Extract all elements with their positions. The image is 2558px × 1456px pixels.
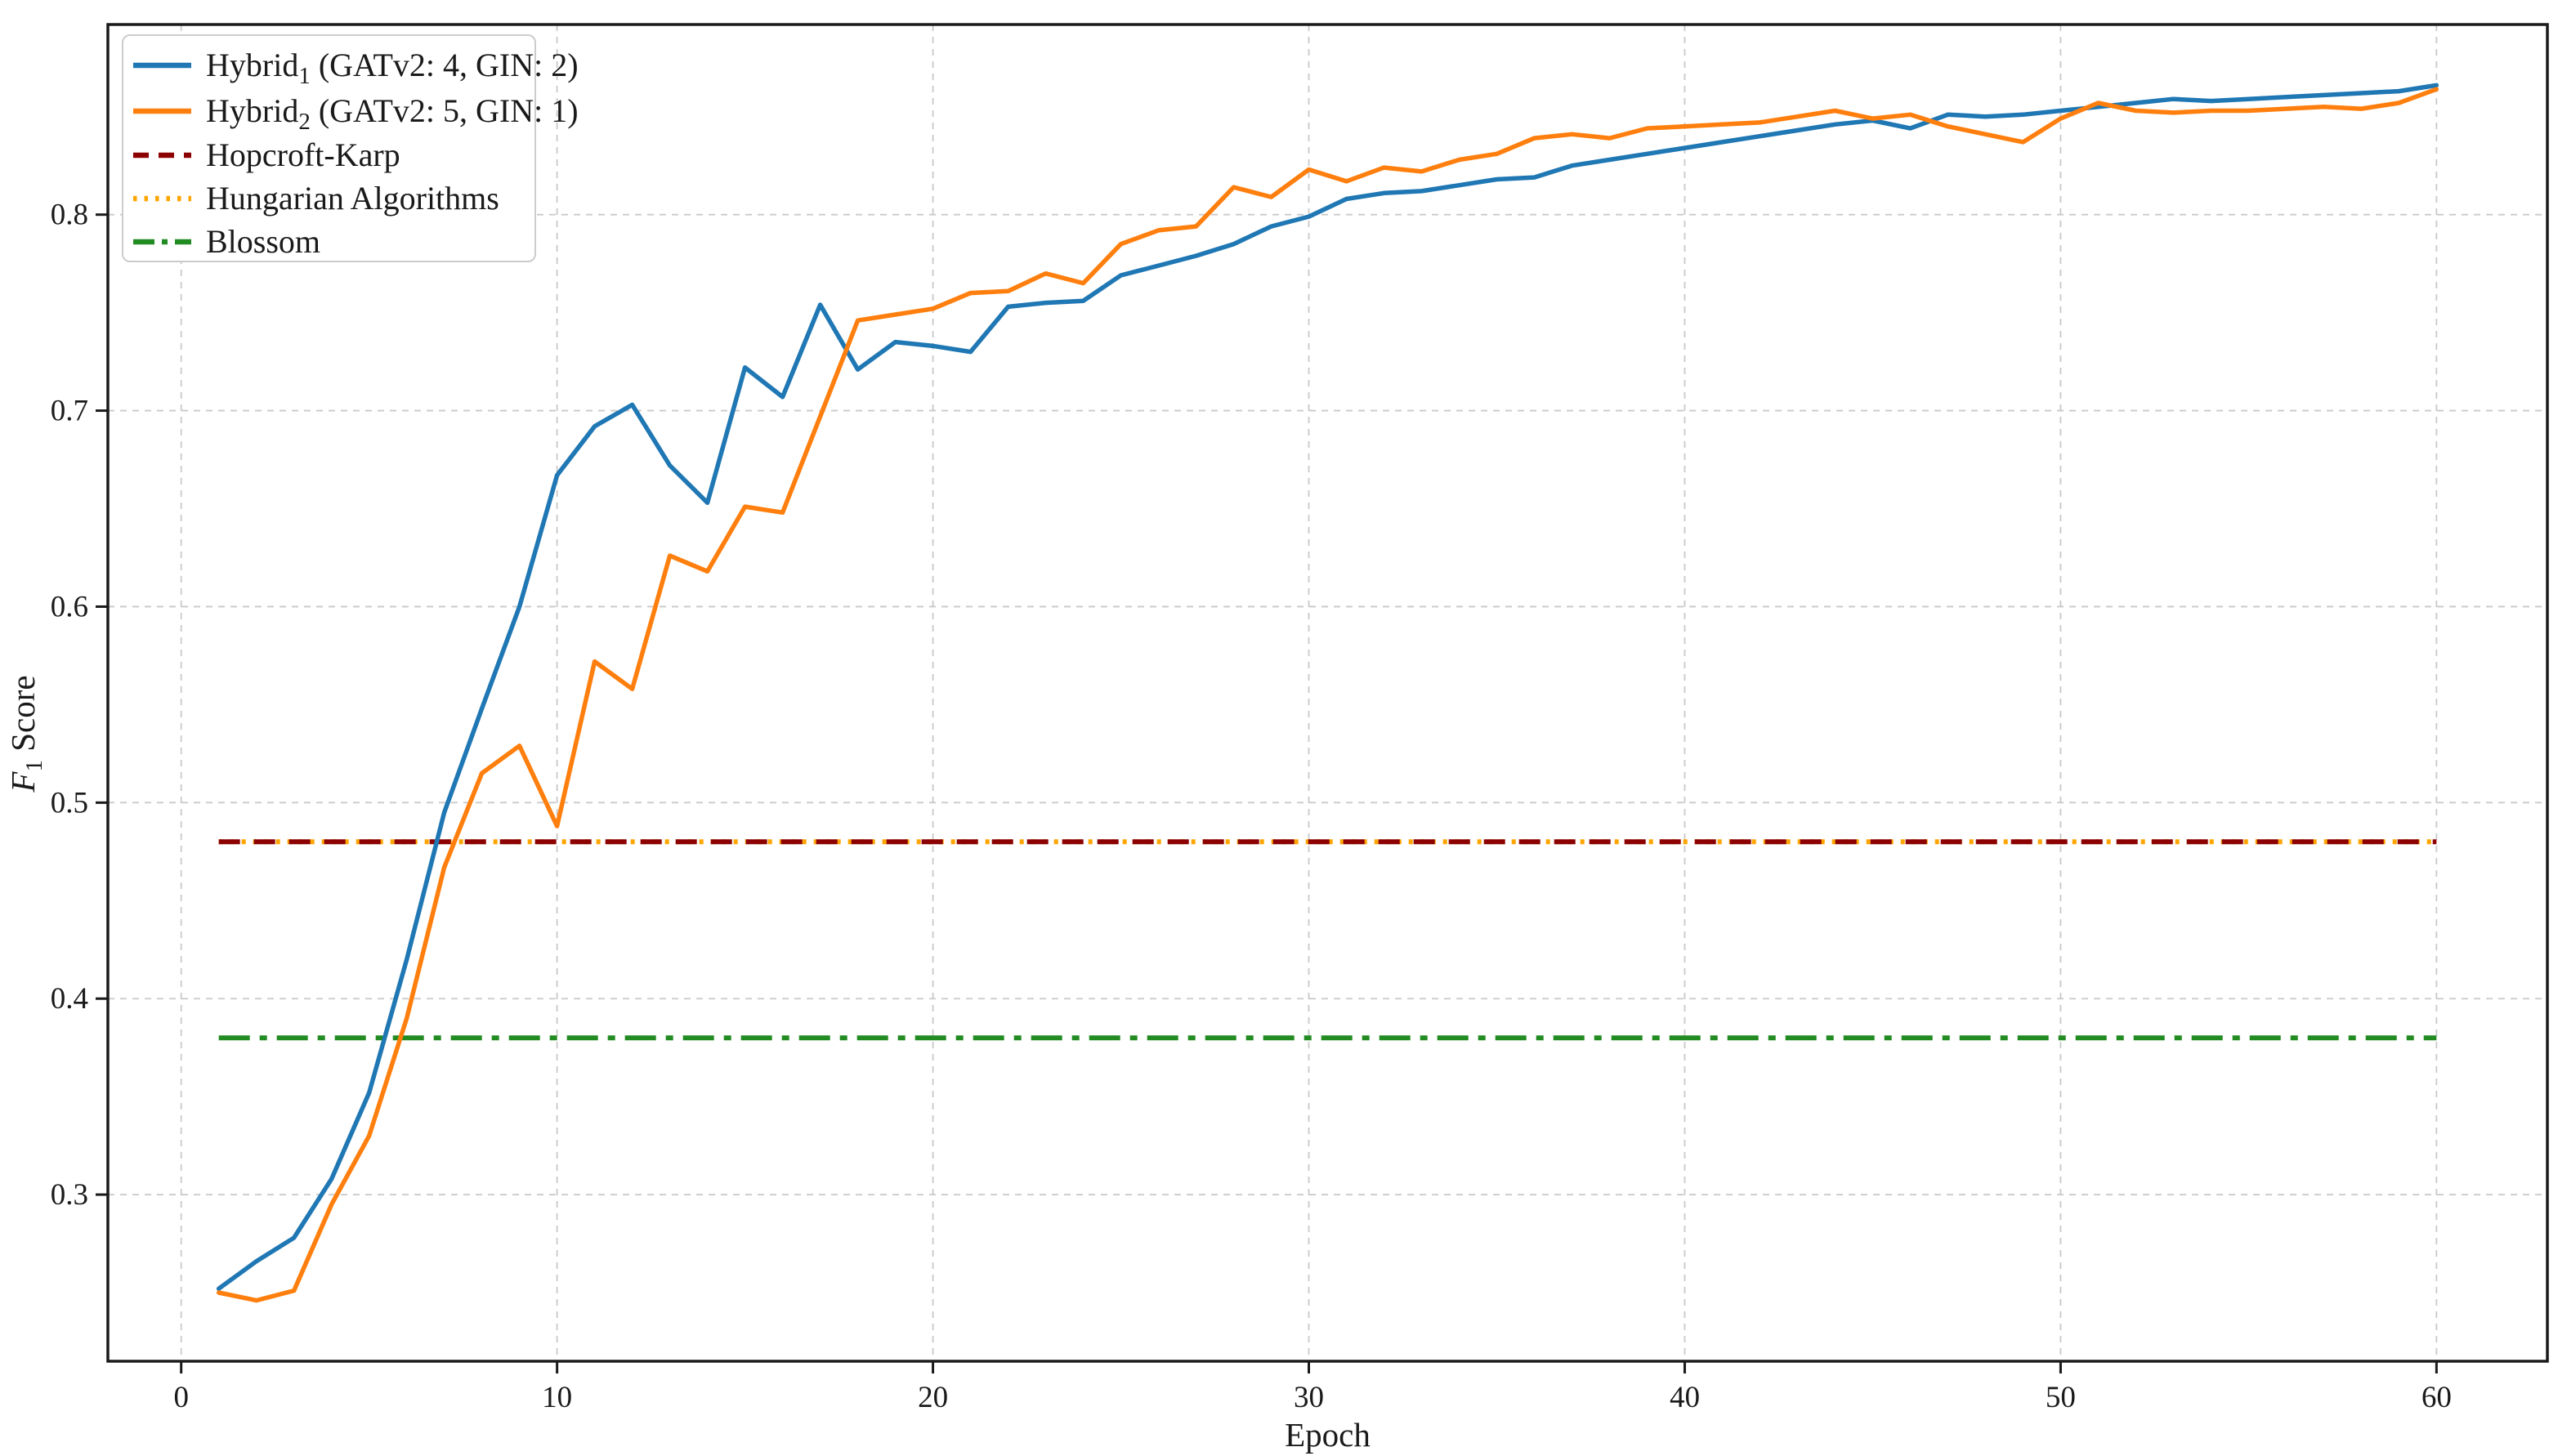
y-tick-label: 0.7 — [51, 395, 88, 428]
x-tick-label: 0 — [173, 1381, 189, 1414]
legend-entry-hungarian-algorithms: Hungarian Algorithms — [133, 180, 499, 217]
y-axis-label: F1 Score — [4, 675, 47, 793]
legend-entry-hopcroft-karp: Hopcroft-Karp — [133, 136, 400, 173]
series-line-hybrid1 — [216, 83, 2439, 1291]
x-tick-label: 40 — [1670, 1381, 1700, 1414]
x-tick-label: 60 — [2422, 1381, 2452, 1414]
legend-label: Hungarian Algorithms — [206, 180, 499, 217]
legend-entry-hybrid1: Hybrid1 (GATv2: 4, GIN: 2) — [133, 47, 579, 89]
x-tick-label: 30 — [1294, 1381, 1324, 1414]
y-tick-label: 0.6 — [51, 590, 88, 623]
x-axis-label: Epoch — [1285, 1416, 1371, 1454]
legend-entry-hybrid2: Hybrid2 (GATv2: 5, GIN: 1) — [133, 92, 579, 135]
y-tick-label: 0.4 — [51, 982, 88, 1016]
legend-entry-blossom: Blossom — [133, 223, 320, 260]
x-tick-label: 10 — [542, 1381, 572, 1414]
series-line-hybrid2 — [216, 87, 2439, 1303]
legend: Hybrid1 (GATv2: 4, GIN: 2)Hybrid2 (GATv2… — [122, 34, 579, 262]
y-tick-label: 0.5 — [51, 786, 88, 820]
legend-box — [122, 34, 536, 262]
y-tick-label: 0.3 — [51, 1178, 88, 1212]
x-tick-label: 50 — [2046, 1381, 2076, 1414]
legend-label: Hopcroft-Karp — [206, 136, 400, 173]
x-tick-label: 20 — [918, 1381, 948, 1414]
legend-label: Hybrid2 (GATv2: 5, GIN: 1) — [206, 92, 579, 135]
plot-border — [106, 23, 2549, 1363]
y-tick-label: 0.8 — [51, 199, 88, 232]
legend-label: Hybrid1 (GATv2: 4, GIN: 2) — [206, 47, 579, 89]
legend-label: Blossom — [206, 223, 320, 260]
